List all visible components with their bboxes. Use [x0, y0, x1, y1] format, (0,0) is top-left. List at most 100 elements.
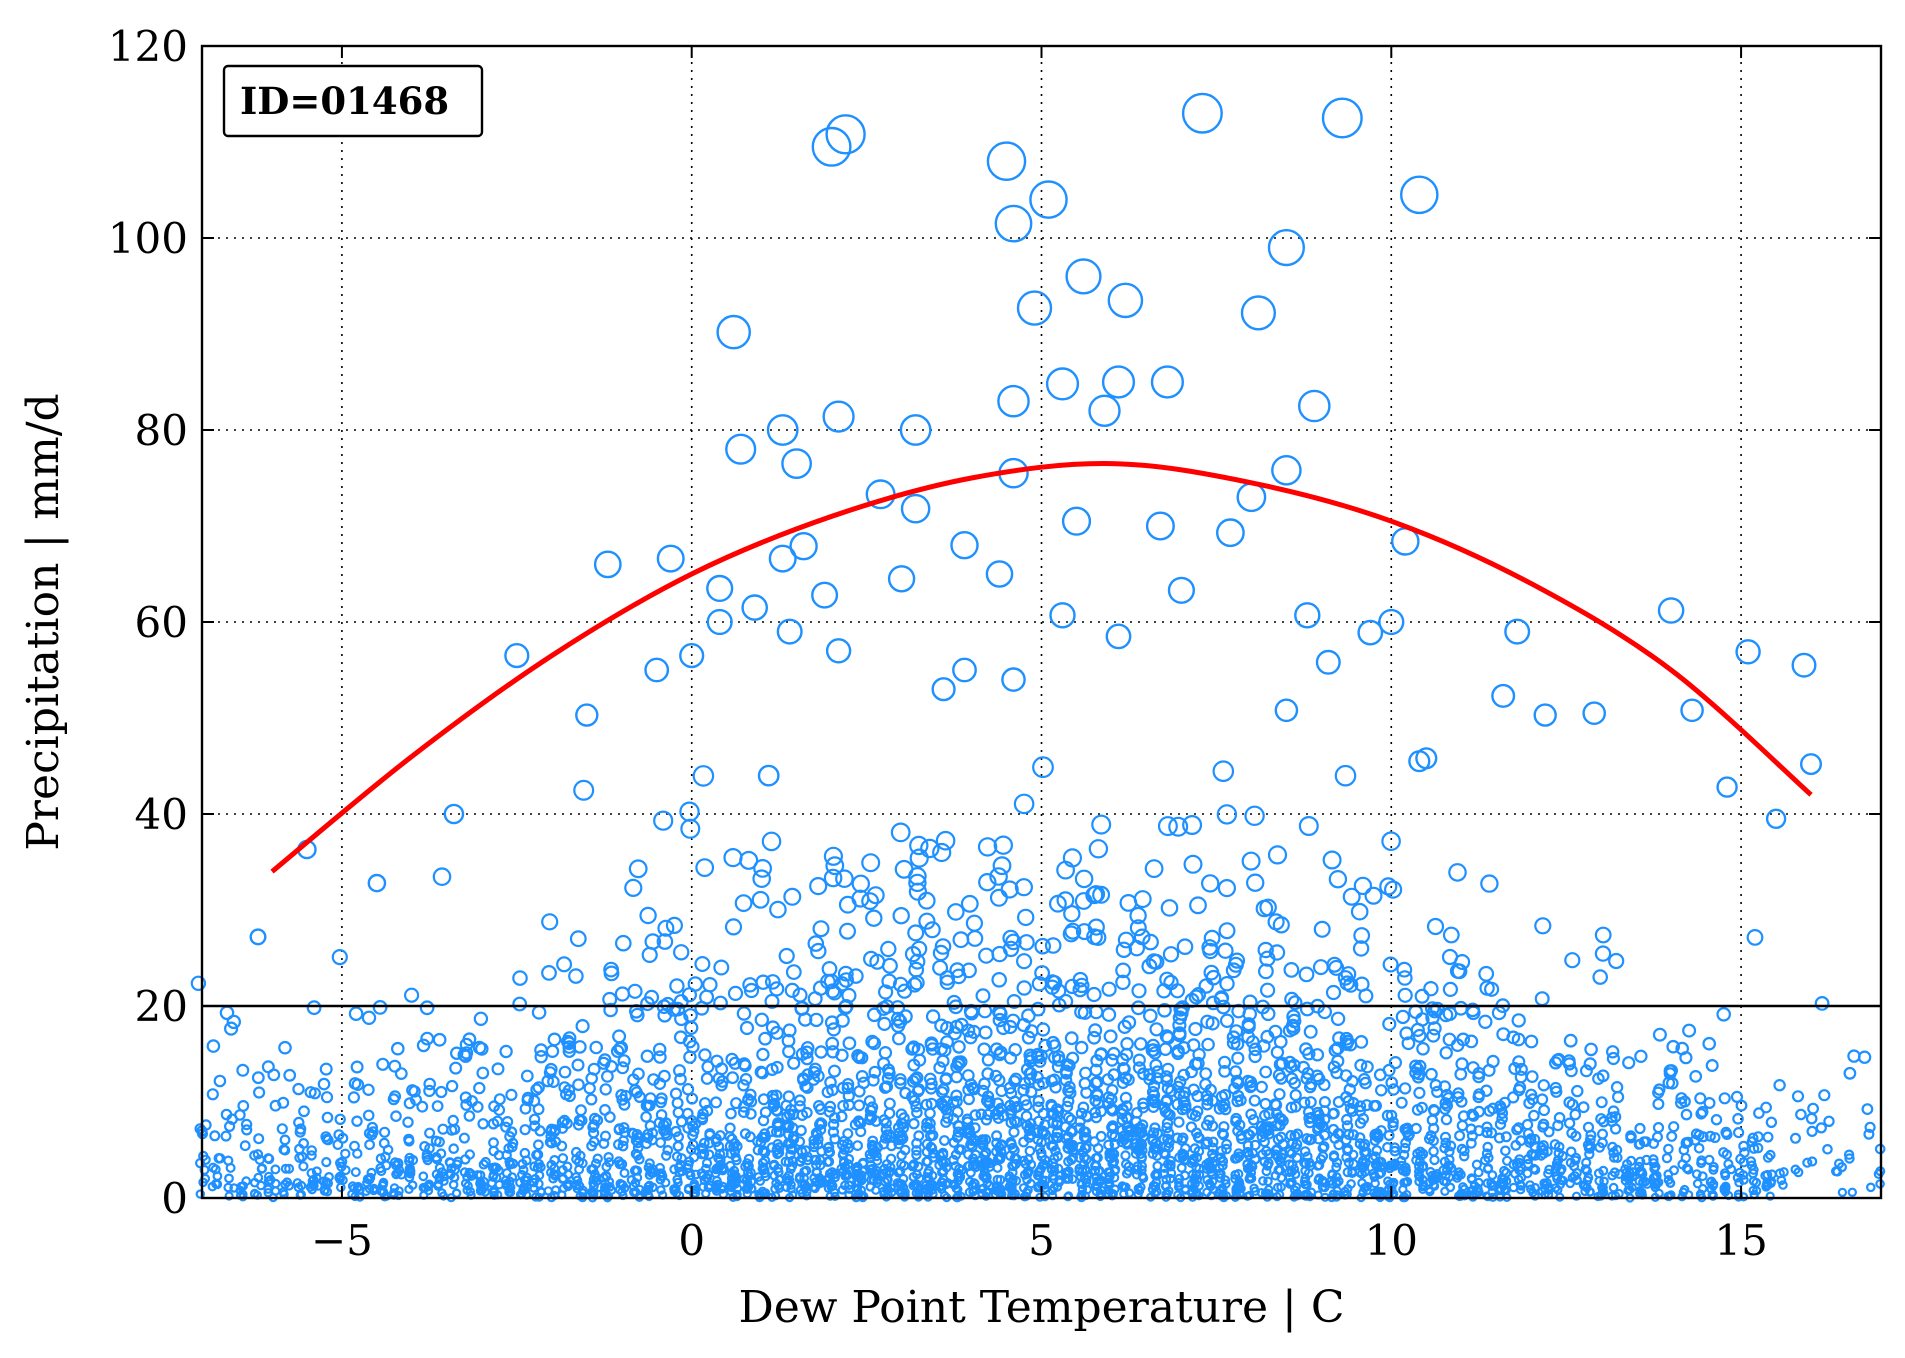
data-point [961, 1069, 975, 1082]
data-point [1147, 1093, 1160, 1106]
data-point [1500, 1145, 1511, 1157]
data-point [952, 1130, 964, 1142]
data-point [1342, 1167, 1353, 1178]
data-point [1595, 1113, 1607, 1125]
data-point [1287, 1159, 1298, 1171]
data-point [861, 853, 881, 873]
data-point [813, 1179, 824, 1189]
data-point [1046, 1035, 1060, 1050]
data-point [1675, 1041, 1689, 1056]
data-point [881, 957, 898, 974]
data-point [1089, 929, 1107, 946]
data-point [367, 873, 387, 893]
data-point [1059, 1064, 1073, 1078]
data-point [320, 1091, 334, 1104]
data-point [696, 1111, 709, 1124]
data-point [1746, 929, 1764, 946]
data-point [530, 1173, 541, 1184]
data-point [1354, 1138, 1366, 1150]
data-point [1480, 874, 1499, 893]
data-point [1106, 1083, 1119, 1097]
data-point [925, 1009, 941, 1024]
data-point [1732, 1126, 1745, 1139]
data-point [471, 1100, 484, 1113]
data-point [834, 976, 850, 992]
data-point [701, 1172, 712, 1183]
data-point [575, 1018, 590, 1034]
data-point [629, 1187, 639, 1197]
data-point [1371, 1128, 1383, 1140]
data-point [1219, 1013, 1235, 1029]
data-point [878, 1045, 893, 1060]
data-point [1049, 1081, 1062, 1094]
data-point [1130, 1115, 1142, 1128]
data-point [418, 1171, 429, 1182]
data-point [1075, 923, 1093, 941]
y-tick-labels: 0 20 40 60 80 100 120 [108, 22, 188, 1223]
data-point [1396, 961, 1413, 978]
data-point [1063, 1173, 1074, 1184]
data-point [1789, 1132, 1801, 1144]
data-point [519, 1124, 531, 1136]
data-point [1579, 1064, 1593, 1078]
data-point [1062, 925, 1080, 943]
data-point [1762, 1131, 1774, 1143]
data-point [644, 989, 660, 1005]
data-point [598, 1138, 610, 1149]
data-point [366, 1121, 378, 1134]
data-point [206, 1039, 221, 1053]
data-point [1013, 793, 1035, 815]
data-point [572, 1183, 583, 1194]
data-point [1284, 1146, 1295, 1157]
data-point [1259, 1109, 1271, 1122]
data-point [656, 933, 674, 950]
data-point [867, 1141, 878, 1152]
data-point [785, 1149, 796, 1161]
data-point [684, 1167, 695, 1178]
data-point [745, 1095, 758, 1108]
data-point [1032, 756, 1054, 779]
data-point [1183, 854, 1203, 874]
data-point [1438, 1080, 1452, 1093]
data-point [1202, 1174, 1213, 1185]
data-point [435, 1085, 448, 1099]
data-point [827, 1064, 841, 1078]
y-axis-title: Precipitation | mm/d [18, 393, 69, 850]
data-point [1397, 987, 1413, 1003]
data-point [1189, 1057, 1203, 1071]
data-point [1668, 1121, 1680, 1133]
data-point [1332, 1178, 1342, 1188]
data-point [1506, 1030, 1521, 1045]
data-point [1115, 962, 1131, 979]
data-point [1608, 1152, 1620, 1163]
data-point [782, 1044, 796, 1059]
data-point [997, 384, 1030, 418]
data-point [766, 414, 799, 446]
data-point [424, 1127, 436, 1139]
data-point [1496, 1107, 1509, 1119]
data-point [784, 982, 800, 999]
data-point [908, 1072, 922, 1086]
data-point [282, 1177, 292, 1188]
data-point [835, 869, 854, 888]
data-point [951, 1183, 962, 1194]
data-point [348, 1006, 364, 1021]
data-point [772, 1148, 783, 1160]
data-point [1414, 988, 1430, 1004]
data-point [1243, 1149, 1255, 1161]
data-point [810, 942, 827, 960]
data-point [1203, 929, 1221, 947]
data-point [655, 1137, 666, 1148]
data-point [1172, 1026, 1187, 1041]
data-point [753, 859, 772, 878]
data-point [597, 1056, 611, 1070]
data-point [825, 1036, 840, 1051]
data-point [404, 1163, 415, 1174]
data-point [422, 1154, 433, 1166]
data-point [952, 1040, 966, 1054]
data-point [1709, 1132, 1721, 1144]
y-tick-label: 100 [108, 214, 188, 263]
data-point [770, 1191, 781, 1201]
data-point [545, 1125, 557, 1138]
data-point [1446, 1163, 1457, 1174]
